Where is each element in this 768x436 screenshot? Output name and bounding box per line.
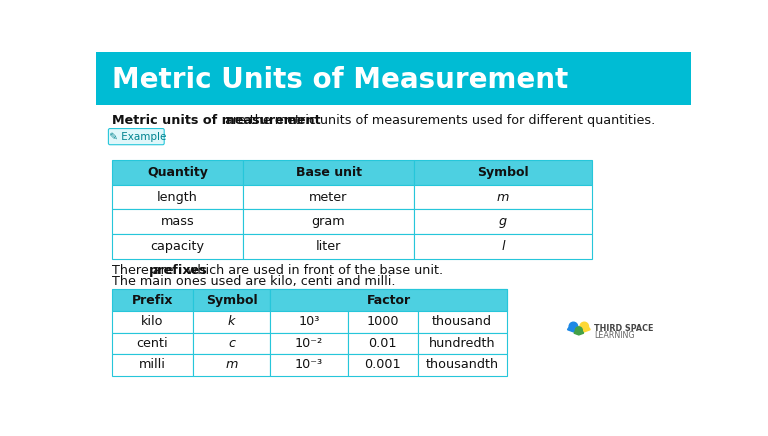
Text: Metric units of measurement: Metric units of measurement xyxy=(111,114,320,126)
Text: hundredth: hundredth xyxy=(429,337,495,350)
Text: 10⁻²: 10⁻² xyxy=(295,337,323,350)
Text: m: m xyxy=(497,191,509,204)
Text: 0.001: 0.001 xyxy=(365,358,401,371)
Text: thousand: thousand xyxy=(432,315,492,328)
FancyBboxPatch shape xyxy=(193,290,270,311)
Text: Symbol: Symbol xyxy=(206,294,257,307)
Text: Metric Units of Measurement: Metric Units of Measurement xyxy=(111,66,568,94)
Text: m: m xyxy=(226,358,238,371)
FancyBboxPatch shape xyxy=(270,333,348,354)
Text: which are used in front of the base unit.: which are used in front of the base unit… xyxy=(183,264,442,277)
FancyBboxPatch shape xyxy=(193,311,270,333)
Text: 1000: 1000 xyxy=(366,315,399,328)
FancyBboxPatch shape xyxy=(96,52,691,105)
Circle shape xyxy=(580,322,588,330)
Text: k: k xyxy=(228,315,235,328)
Text: Symbol: Symbol xyxy=(477,166,528,179)
Text: prefixes: prefixes xyxy=(149,264,208,277)
Wedge shape xyxy=(568,326,579,332)
Text: capacity: capacity xyxy=(151,240,204,253)
FancyBboxPatch shape xyxy=(418,311,507,333)
Text: Quantity: Quantity xyxy=(147,166,208,179)
FancyBboxPatch shape xyxy=(414,234,592,259)
FancyBboxPatch shape xyxy=(270,354,348,376)
FancyBboxPatch shape xyxy=(243,160,414,185)
FancyBboxPatch shape xyxy=(243,209,414,234)
FancyBboxPatch shape xyxy=(418,290,507,311)
Text: Base unit: Base unit xyxy=(296,166,362,179)
Text: gram: gram xyxy=(312,215,346,228)
Text: length: length xyxy=(157,191,198,204)
Text: 10⁻³: 10⁻³ xyxy=(295,358,323,371)
FancyBboxPatch shape xyxy=(348,333,418,354)
Text: There are: There are xyxy=(111,264,177,277)
Text: g: g xyxy=(498,215,507,228)
Text: meter: meter xyxy=(310,191,348,204)
FancyBboxPatch shape xyxy=(414,185,592,209)
FancyBboxPatch shape xyxy=(193,333,270,354)
FancyBboxPatch shape xyxy=(111,209,243,234)
Text: ✎ Example: ✎ Example xyxy=(106,132,167,142)
Text: milli: milli xyxy=(139,358,166,371)
FancyBboxPatch shape xyxy=(348,354,418,376)
Text: mass: mass xyxy=(161,215,194,228)
Text: Prefix: Prefix xyxy=(131,294,173,307)
FancyBboxPatch shape xyxy=(111,311,193,333)
FancyBboxPatch shape xyxy=(270,290,507,311)
FancyBboxPatch shape xyxy=(270,311,348,333)
FancyBboxPatch shape xyxy=(418,354,507,376)
Text: l: l xyxy=(502,240,505,253)
FancyBboxPatch shape xyxy=(111,234,243,259)
FancyBboxPatch shape xyxy=(418,333,507,354)
Text: centi: centi xyxy=(137,337,168,350)
Wedge shape xyxy=(574,330,584,335)
FancyBboxPatch shape xyxy=(111,354,193,376)
FancyBboxPatch shape xyxy=(243,185,414,209)
Circle shape xyxy=(575,327,582,334)
FancyBboxPatch shape xyxy=(111,185,243,209)
Text: LEARNING: LEARNING xyxy=(594,331,635,340)
Circle shape xyxy=(569,322,578,330)
FancyBboxPatch shape xyxy=(414,160,592,185)
Wedge shape xyxy=(578,326,590,332)
FancyBboxPatch shape xyxy=(348,311,418,333)
FancyBboxPatch shape xyxy=(193,354,270,376)
Text: THIRD SPACE: THIRD SPACE xyxy=(594,324,654,333)
Text: 10³: 10³ xyxy=(299,315,319,328)
FancyBboxPatch shape xyxy=(348,290,418,311)
Text: 0.01: 0.01 xyxy=(369,337,397,350)
FancyBboxPatch shape xyxy=(243,234,414,259)
FancyBboxPatch shape xyxy=(108,129,164,145)
FancyBboxPatch shape xyxy=(270,290,348,311)
FancyBboxPatch shape xyxy=(414,209,592,234)
FancyBboxPatch shape xyxy=(111,290,193,311)
FancyBboxPatch shape xyxy=(111,160,243,185)
Text: c: c xyxy=(228,337,235,350)
Text: kilo: kilo xyxy=(141,315,164,328)
Text: Factor: Factor xyxy=(366,294,411,307)
Text: are the metric units of measurements used for different quantities.: are the metric units of measurements use… xyxy=(221,114,656,126)
FancyBboxPatch shape xyxy=(111,333,193,354)
Text: thousandth: thousandth xyxy=(425,358,498,371)
Text: The main ones used are kilo, centi and milli.: The main ones used are kilo, centi and m… xyxy=(111,275,395,287)
Text: liter: liter xyxy=(316,240,341,253)
